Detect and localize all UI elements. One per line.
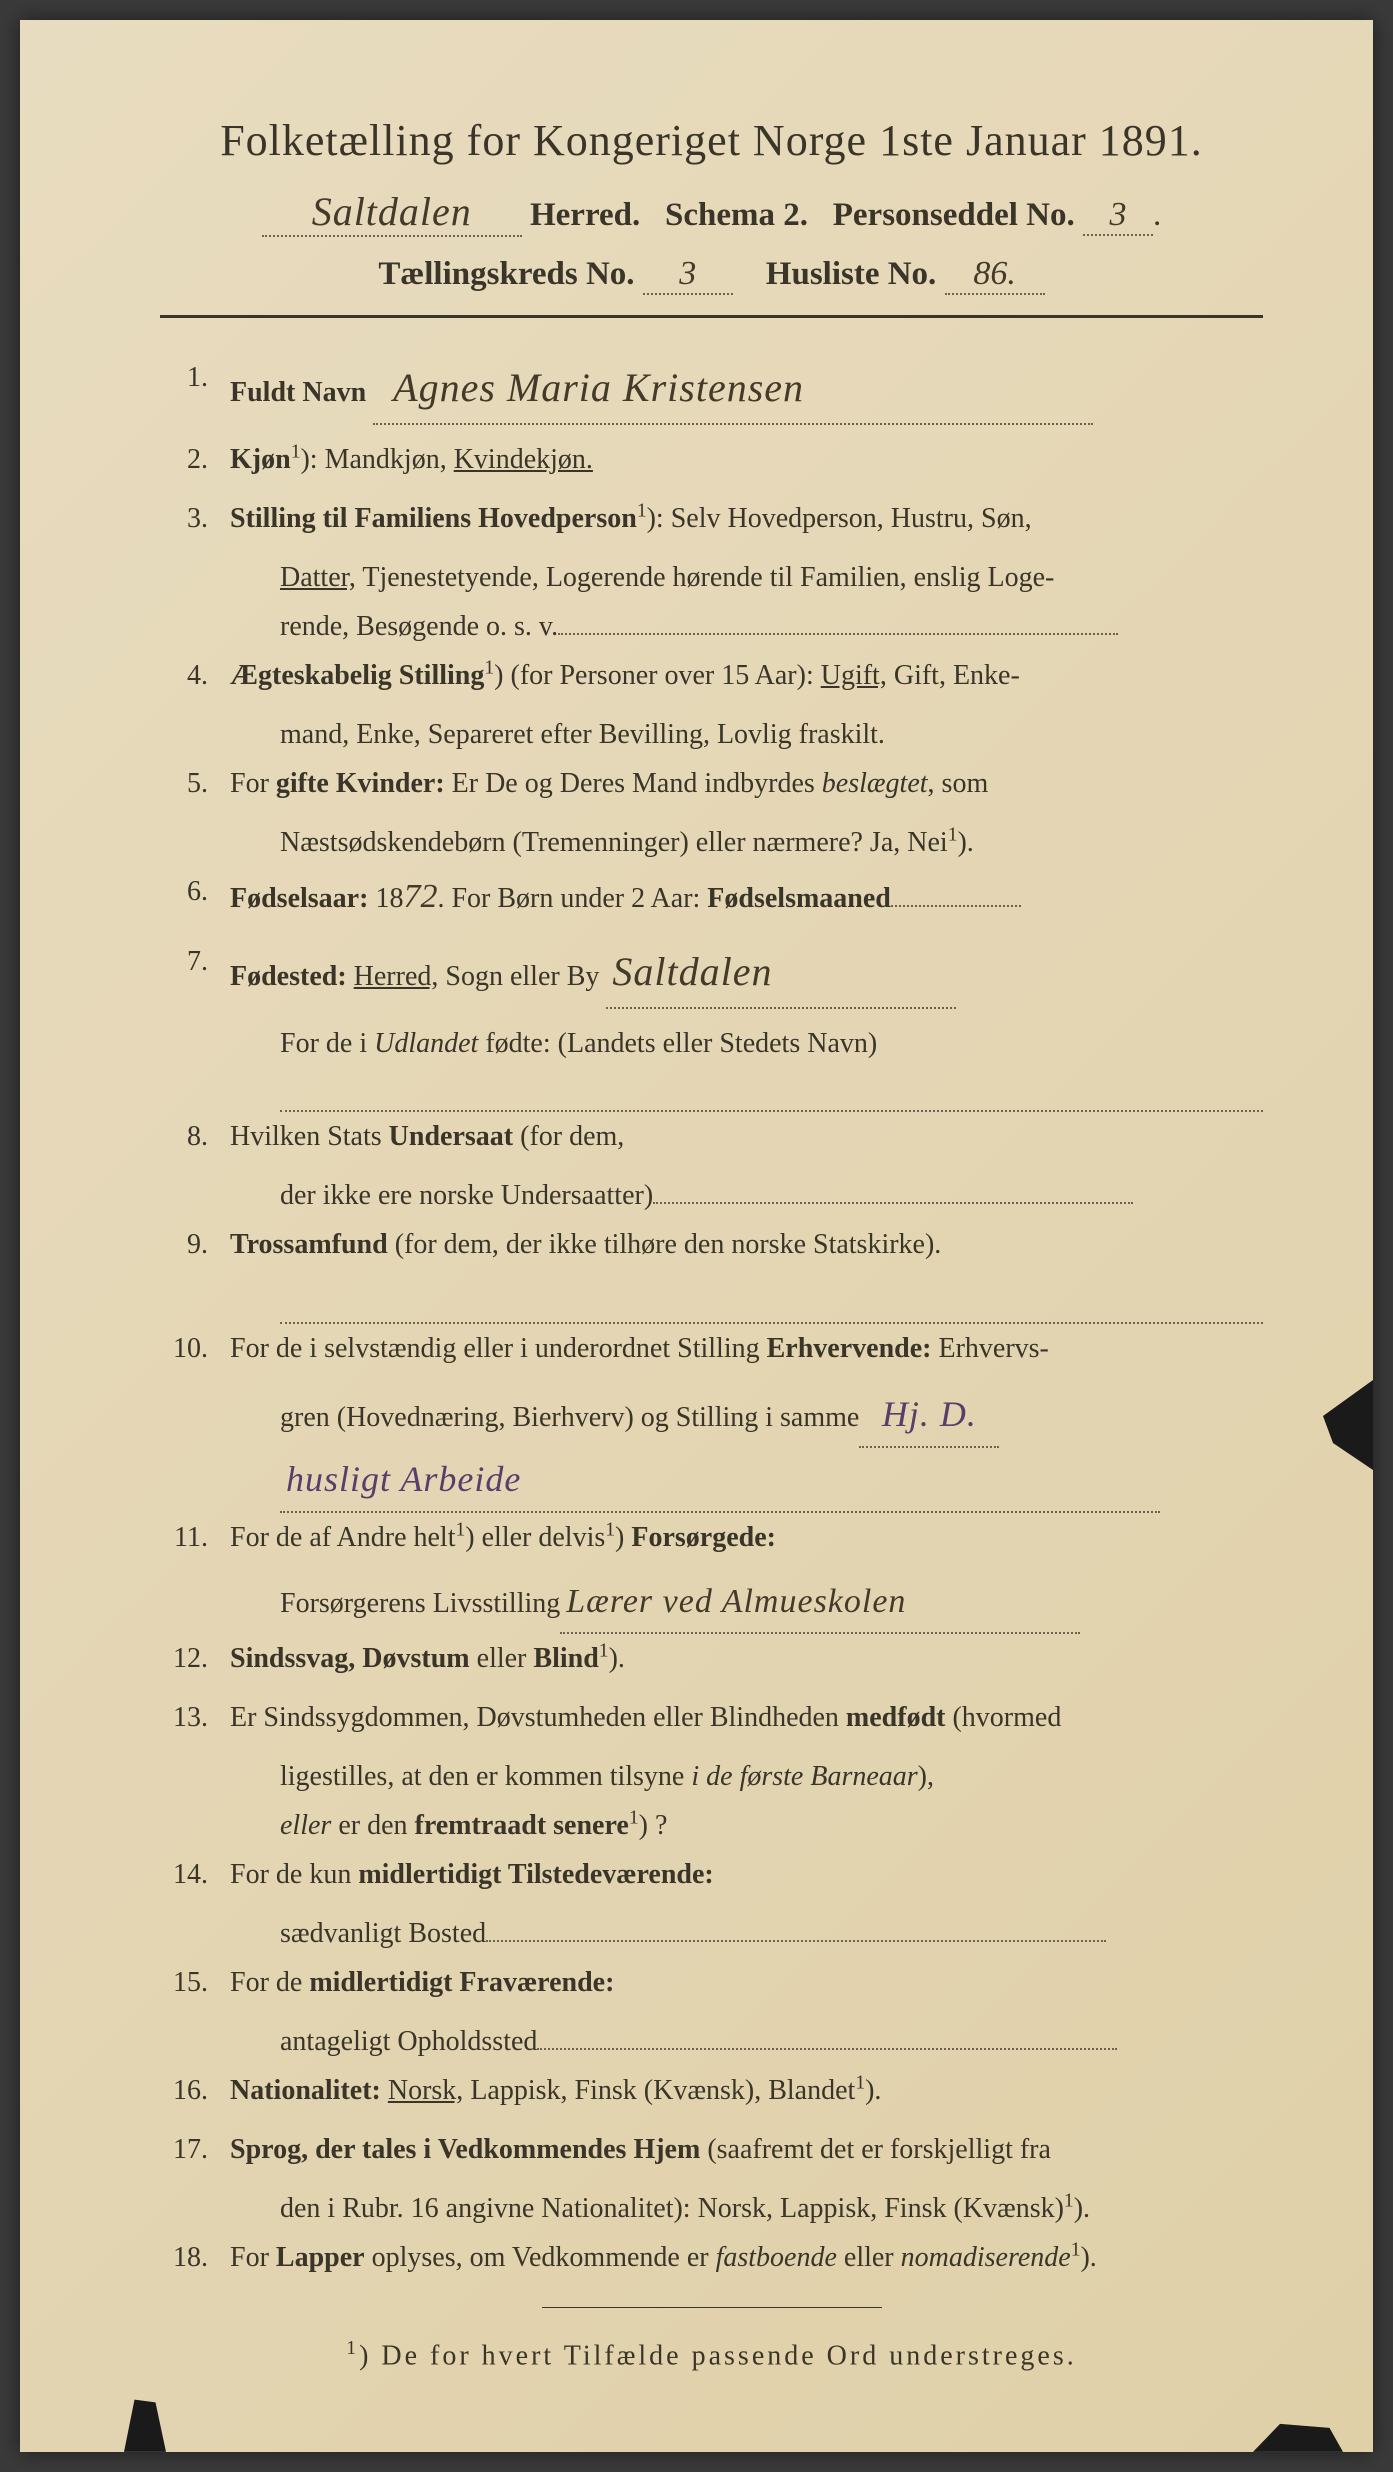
provider-hand: Lærer ved Almueskolen [560, 1572, 1080, 1634]
entry-7-blank [280, 1068, 1263, 1113]
person-no: 3 [1083, 196, 1153, 236]
entry-13-cont1: ligestilles, at den er kommen tilsyne i … [160, 1752, 1263, 1801]
entry-5-cont: Næstsødskendebørn (Tremenninger) eller n… [160, 818, 1263, 867]
header-line-3: Tællingskreds No. 3 Husliste No. 86. [160, 255, 1263, 295]
entry-12: 12. Sindssvag, Døvstum eller Blind1). [160, 1634, 1263, 1683]
entry-10: 10. For de i selvstændig eller i underor… [160, 1324, 1263, 1373]
entry-9: 9. Trossamfund (for dem, der ikke tilhør… [160, 1220, 1263, 1269]
kreds-no: 3 [643, 255, 733, 295]
census-form-page: Folketælling for Kongeriget Norge 1ste J… [20, 20, 1373, 2452]
herred-label: Herred. [530, 197, 640, 233]
name-handwritten: Agnes Maria Kristensen [373, 353, 1093, 425]
footnote-divider [542, 2307, 882, 2308]
entry-8-cont: der ikke ere norske Undersaatter) [160, 1171, 1263, 1220]
entry-content: Fuldt Navn Agnes Maria Kristensen [230, 353, 1263, 425]
entry-15-cont: antageligt Opholdssted [160, 2017, 1263, 2066]
entry-3: 3. Stilling til Familiens Hovedperson1):… [160, 494, 1263, 543]
paper-tear-right [1323, 1380, 1373, 1470]
entry-num: 1. [160, 353, 230, 402]
entry-1: 1. Fuldt Navn Agnes Maria Kristensen [160, 353, 1263, 425]
main-title: Folketælling for Kongeriget Norge 1ste J… [160, 115, 1263, 166]
entry-17-cont: den i Rubr. 16 angivne Nationalitet): No… [160, 2184, 1263, 2233]
entry-6: 6. Fødselsaar: 1872. For Børn under 2 Aa… [160, 867, 1263, 927]
footnote: 1) De for hvert Tilfælde passende Ord un… [160, 2338, 1263, 2372]
entry-14-cont: sædvanligt Bosted [160, 1909, 1263, 1958]
entry-7: 7. Fødested: Herred, Sogn eller By Saltd… [160, 937, 1263, 1009]
entry-4: 4. Ægteskabelig Stilling1) (for Personer… [160, 651, 1263, 700]
entry-9-blank [280, 1279, 1263, 1324]
paper-tear-bottom-left [110, 2397, 180, 2452]
header-divider [160, 315, 1263, 318]
entry-16: 16. Nationalitet: Norsk, Lappisk, Finsk … [160, 2066, 1263, 2115]
entry-10-cont: gren (Hovednæring, Bierhverv) og Stillin… [160, 1383, 1263, 1448]
entry-4-cont: mand, Enke, Separeret efter Bevilling, L… [160, 710, 1263, 759]
form-entries: 1. Fuldt Navn Agnes Maria Kristensen 2. … [160, 353, 1263, 2282]
person-label: Personseddel No. [833, 197, 1075, 233]
entry-3-cont2: rende, Besøgende o. s. v. [160, 602, 1263, 651]
form-header: Folketælling for Kongeriget Norge 1ste J… [160, 115, 1263, 295]
herred-handwritten: Saltdalen [262, 188, 522, 237]
header-line-2: Saltdalen Herred. Schema 2. Personseddel… [160, 188, 1263, 237]
husliste-label: Husliste No. [766, 256, 937, 292]
schema-label: Schema 2. [665, 197, 808, 233]
birthplace-hand: Saltdalen [606, 937, 956, 1009]
birthyear-hand: 72 [403, 878, 437, 915]
entry-17: 17. Sprog, der tales i Vedkommendes Hjem… [160, 2125, 1263, 2174]
husliste-no: 86. [945, 255, 1045, 295]
entry-13: 13. Er Sindssygdommen, Døvstumheden elle… [160, 1693, 1263, 1742]
entry-5: 5. For gifte Kvinder: Er De og Deres Man… [160, 759, 1263, 808]
entry-14: 14. For de kun midlertidigt Tilstedevære… [160, 1850, 1263, 1899]
entry-8: 8. Hvilken Stats Undersaat (for dem, [160, 1112, 1263, 1161]
entry-13-cont2: eller er den fremtraadt senere1) ? [160, 1801, 1263, 1850]
entry-11-cont: Forsørgerens LivsstillingLærer ved Almue… [160, 1572, 1263, 1634]
kreds-label: Tællingskreds No. [378, 256, 634, 292]
entry-10-hand: husligt Arbeide [160, 1448, 1263, 1513]
entry-18: 18. For Lapper oplyses, om Vedkommende e… [160, 2233, 1263, 2282]
entry-3-cont1: Datter, Tjenestetyende, Logerende hørend… [160, 553, 1263, 602]
entry-7-cont: For de i Udlandet fødte: (Landets eller … [160, 1019, 1263, 1068]
entry-15: 15. For de midlertidigt Fraværende: [160, 1958, 1263, 2007]
paper-tear-bottom-right [1253, 2412, 1343, 2452]
entry-11: 11. For de af Andre helt1) eller delvis1… [160, 1513, 1263, 1562]
entry-2: 2. Kjøn1): Mandkjøn, Kvindekjøn. [160, 435, 1263, 484]
